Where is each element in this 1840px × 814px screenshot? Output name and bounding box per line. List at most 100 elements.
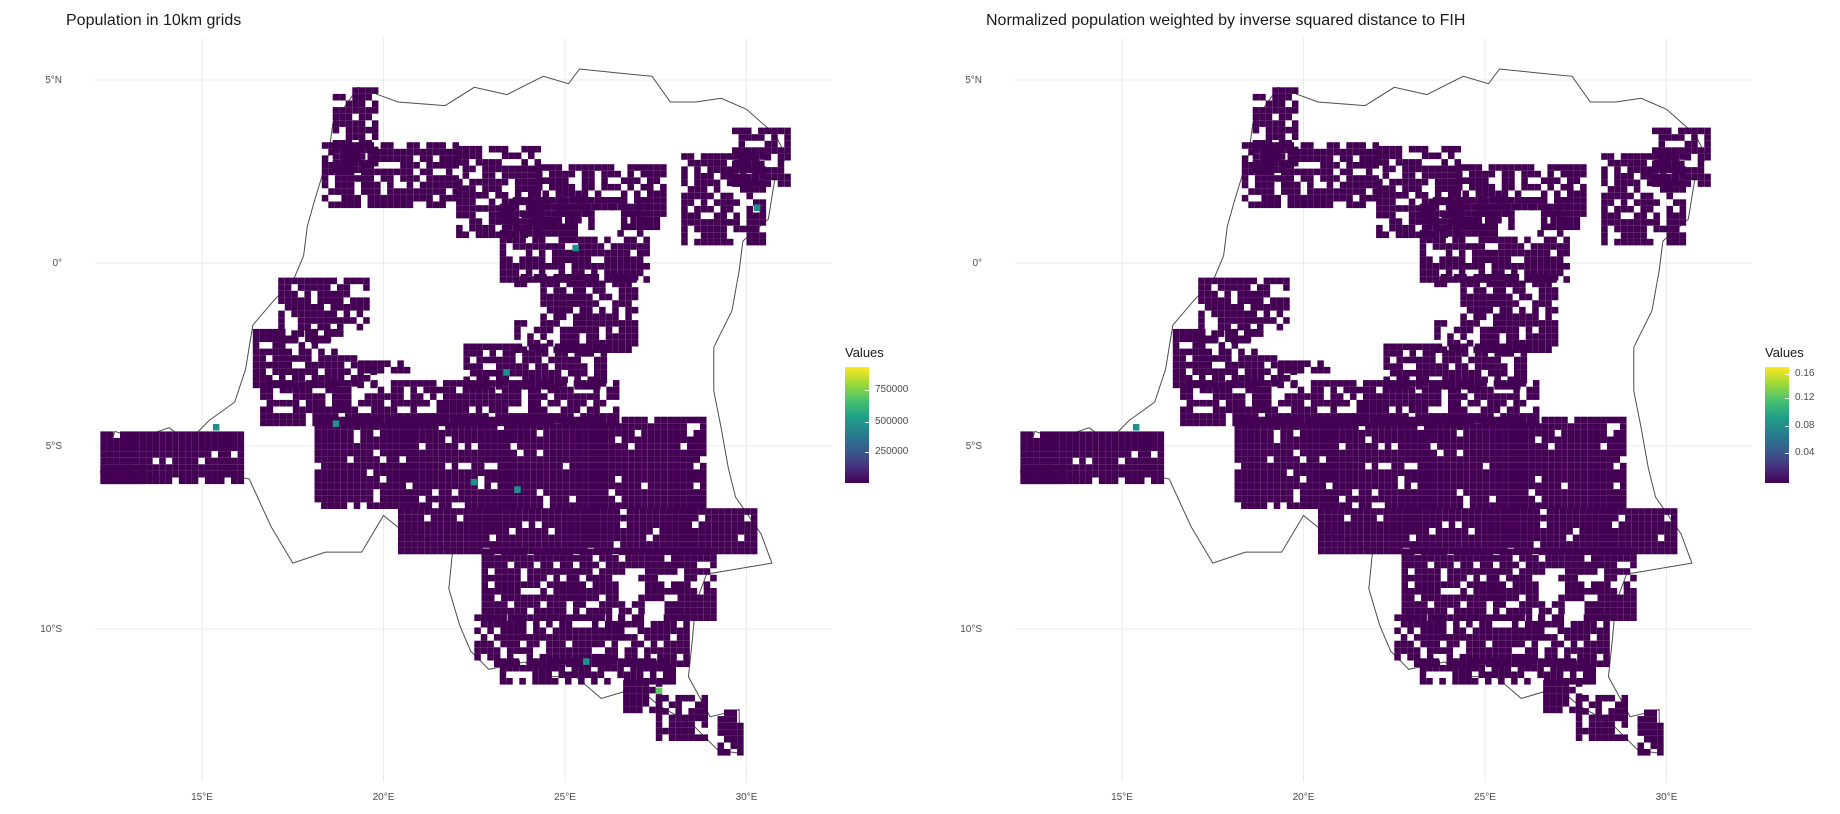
raster-cell (574, 541, 581, 548)
raster-cell (514, 192, 522, 199)
raster-cell (634, 177, 641, 184)
raster-cell (669, 671, 677, 679)
raster-cell (327, 436, 335, 444)
raster-cell (673, 482, 681, 490)
raster-cell (668, 734, 676, 741)
raster-cell (561, 528, 568, 535)
raster-cell (1556, 223, 1564, 231)
raster-cell (604, 263, 611, 270)
raster-cell (594, 514, 601, 522)
raster-cell (450, 521, 457, 528)
raster-cell (687, 449, 694, 457)
raster-cell (640, 210, 648, 217)
raster-cell (670, 647, 677, 654)
raster-cell (657, 660, 664, 668)
raster-cell (588, 177, 595, 184)
raster-cell (541, 406, 548, 414)
raster-cell (548, 369, 555, 377)
raster-cell (514, 413, 522, 420)
raster-cell (746, 219, 754, 226)
raster-cell (671, 568, 678, 575)
raster-cell (628, 495, 635, 503)
raster-cell (642, 693, 650, 700)
raster-cell (502, 521, 510, 528)
raster-cell (552, 627, 560, 635)
raster-cell (624, 647, 632, 654)
raster-cell (1627, 205, 1634, 213)
raster-cell (488, 231, 496, 239)
raster-cell (1556, 197, 1564, 204)
raster-cell (477, 489, 485, 496)
raster-cell (1237, 284, 1244, 291)
raster-cell (159, 470, 166, 478)
raster-cell (502, 343, 510, 351)
raster-cell (1426, 230, 1433, 237)
raster-cell (1547, 203, 1554, 211)
raster-cell (711, 534, 719, 542)
raster-cell (1499, 274, 1507, 281)
raster-cell (1666, 153, 1674, 160)
raster-cell (753, 173, 760, 180)
raster-cell (515, 369, 523, 377)
raster-cell (713, 225, 721, 233)
raster-cell (1550, 223, 1557, 231)
raster-cell (581, 343, 588, 351)
raster-cell (612, 561, 619, 569)
raster-cell (1673, 199, 1680, 206)
raster-cell (1547, 183, 1554, 191)
raster-cell (1550, 216, 1557, 224)
raster-cell (625, 607, 632, 615)
raster-cell (1395, 192, 1403, 199)
raster-cell (311, 368, 319, 375)
raster-cell (618, 614, 625, 621)
raster-cell (711, 528, 719, 535)
raster-cell (499, 678, 507, 685)
raster-cell (672, 534, 679, 542)
raster-cell (361, 162, 368, 169)
raster-cell (546, 620, 553, 628)
raster-cell (1499, 306, 1507, 314)
raster-cell (1633, 238, 1641, 246)
raster-cell (532, 243, 539, 250)
raster-cell (512, 223, 520, 231)
raster-cell (523, 495, 531, 503)
raster-cell (535, 541, 542, 548)
raster-cell (371, 360, 378, 367)
raster-cell (597, 249, 605, 257)
raster-cell (345, 399, 352, 407)
raster-cell (286, 413, 293, 420)
raster-cell (631, 320, 639, 327)
raster-cell (514, 561, 521, 569)
raster-cell (279, 361, 286, 369)
raster-cell (501, 548, 508, 556)
raster-cell (566, 293, 574, 301)
raster-cell (1580, 170, 1587, 178)
raster-cell (438, 482, 446, 490)
raster-cell (659, 508, 666, 515)
raster-cell (299, 386, 306, 394)
raster-cell (526, 653, 534, 661)
raster-cell (1479, 326, 1487, 334)
raster-cell (519, 210, 526, 217)
raster-cell (578, 664, 585, 672)
raster-cell (598, 627, 605, 635)
raster-cell (604, 627, 612, 635)
raster-cell (554, 383, 562, 390)
raster-cell (538, 203, 546, 211)
raster-cell (1278, 87, 1286, 94)
raster-cell (1283, 297, 1290, 304)
raster-cell (536, 469, 544, 476)
raster-cell (379, 462, 387, 470)
raster-cell (330, 310, 338, 318)
raster-cell (286, 399, 293, 407)
raster-cell (469, 185, 476, 192)
raster-cell (371, 399, 378, 407)
raster-cell (310, 317, 318, 324)
raster-cell (700, 153, 708, 160)
raster-cell (419, 168, 427, 176)
raster-cell (1272, 93, 1279, 101)
raster-cell (593, 393, 600, 400)
raster-cell (1241, 168, 1249, 176)
raster-cell (1352, 188, 1360, 195)
raster-cell (1395, 224, 1403, 232)
